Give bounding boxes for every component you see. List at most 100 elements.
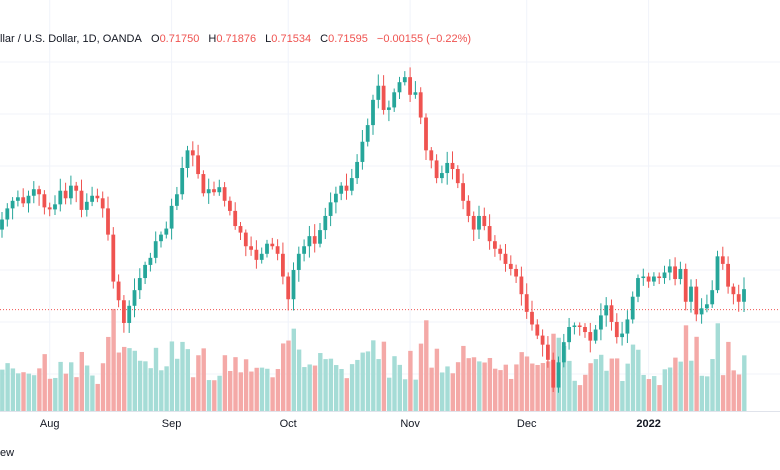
x-tick-label: 2022 xyxy=(636,418,661,430)
candle-body xyxy=(42,194,47,208)
volume-bar xyxy=(365,351,371,411)
volume-bar xyxy=(482,362,487,411)
volume-bar xyxy=(307,364,312,411)
candle-body xyxy=(477,215,481,230)
candle-body xyxy=(323,215,328,231)
volume-bars xyxy=(0,308,747,411)
volume-bar xyxy=(10,368,16,411)
candle-body xyxy=(365,125,370,142)
volume-bar xyxy=(16,373,21,411)
candlesticks xyxy=(0,67,746,393)
x-tick-label: Aug xyxy=(39,418,60,430)
candle-body xyxy=(429,150,434,161)
volume-bar xyxy=(122,346,127,411)
volume-bar xyxy=(349,364,355,411)
candle-body xyxy=(339,185,344,194)
volume-bar xyxy=(434,348,440,411)
low-label: L xyxy=(265,33,272,45)
candle-body xyxy=(397,82,402,93)
volume-bar xyxy=(646,379,652,411)
volume-bar xyxy=(201,348,206,411)
candle-body xyxy=(344,185,349,191)
volume-bar xyxy=(413,379,418,411)
volume-bar xyxy=(196,355,201,411)
volume-bar xyxy=(710,359,715,411)
volume-bar xyxy=(508,378,514,411)
candle-body xyxy=(180,168,185,195)
volume-bar xyxy=(683,325,689,411)
candle-body xyxy=(355,161,359,179)
volume-bar xyxy=(498,370,503,411)
candle-body xyxy=(673,266,677,280)
candle-body xyxy=(360,141,365,162)
volume-bar xyxy=(678,361,683,411)
candle-body xyxy=(31,189,36,196)
candle-body xyxy=(588,332,593,341)
volume-bar xyxy=(270,377,275,411)
volume-bar xyxy=(450,373,455,411)
volume-bar xyxy=(662,369,667,411)
volume-bar xyxy=(296,349,302,411)
volume-bar xyxy=(265,368,270,411)
volume-bar xyxy=(127,348,132,411)
volume-bar xyxy=(90,375,95,411)
volume-bar xyxy=(466,358,471,411)
candle-body xyxy=(21,197,26,204)
candle-body xyxy=(122,300,126,323)
volume-bar xyxy=(445,366,450,411)
candle-body xyxy=(455,169,460,184)
volume-bar xyxy=(360,352,365,411)
volume-bar xyxy=(355,359,360,411)
volume-bar xyxy=(334,365,339,411)
candle-body xyxy=(153,241,158,258)
volume-bar xyxy=(461,345,466,411)
volume-bar xyxy=(530,363,535,411)
candle-body xyxy=(143,264,147,279)
candle-body xyxy=(710,290,715,305)
volume-bar xyxy=(254,367,259,411)
volume-bar xyxy=(275,369,281,411)
candle-body xyxy=(694,286,699,315)
volume-bar xyxy=(153,347,159,411)
volume-bar xyxy=(291,328,296,411)
candle-body xyxy=(238,226,243,233)
volume-bar xyxy=(164,366,169,411)
candle-body xyxy=(567,327,571,343)
candle-body xyxy=(387,107,391,110)
volume-bar xyxy=(397,364,402,411)
volume-bar xyxy=(477,361,482,411)
change-value: −0.00155 (−0.22%) xyxy=(376,33,472,45)
candle-body xyxy=(636,278,640,297)
candle-body xyxy=(498,248,503,254)
volume-bar xyxy=(402,379,408,411)
volume-bar xyxy=(47,378,53,411)
candle-body xyxy=(228,200,232,211)
volume-bar xyxy=(487,357,493,411)
volume-bar xyxy=(175,358,180,411)
time-axis-line xyxy=(0,411,780,412)
volume-bar xyxy=(625,363,630,411)
volume-bar xyxy=(371,340,376,411)
volume-bar xyxy=(392,356,397,411)
candle-body xyxy=(641,276,646,279)
volume-bar xyxy=(440,372,445,411)
candle-body xyxy=(514,268,518,277)
candle-body xyxy=(270,243,275,247)
candle-body xyxy=(222,187,227,201)
volume-bar xyxy=(42,354,47,411)
volume-bar xyxy=(614,358,620,411)
candle-body xyxy=(482,215,487,227)
candle-body xyxy=(69,185,73,199)
volume-bar xyxy=(641,374,646,411)
candle-body xyxy=(58,190,63,205)
candle-body xyxy=(201,174,206,194)
candle-body xyxy=(699,308,704,315)
volume-bar xyxy=(381,341,387,411)
volume-bar xyxy=(286,340,291,411)
volume-bar xyxy=(281,343,286,411)
volume-bar xyxy=(190,377,196,411)
volume-bar xyxy=(95,383,100,411)
candle-body xyxy=(79,190,84,210)
volume-bar xyxy=(519,352,524,411)
